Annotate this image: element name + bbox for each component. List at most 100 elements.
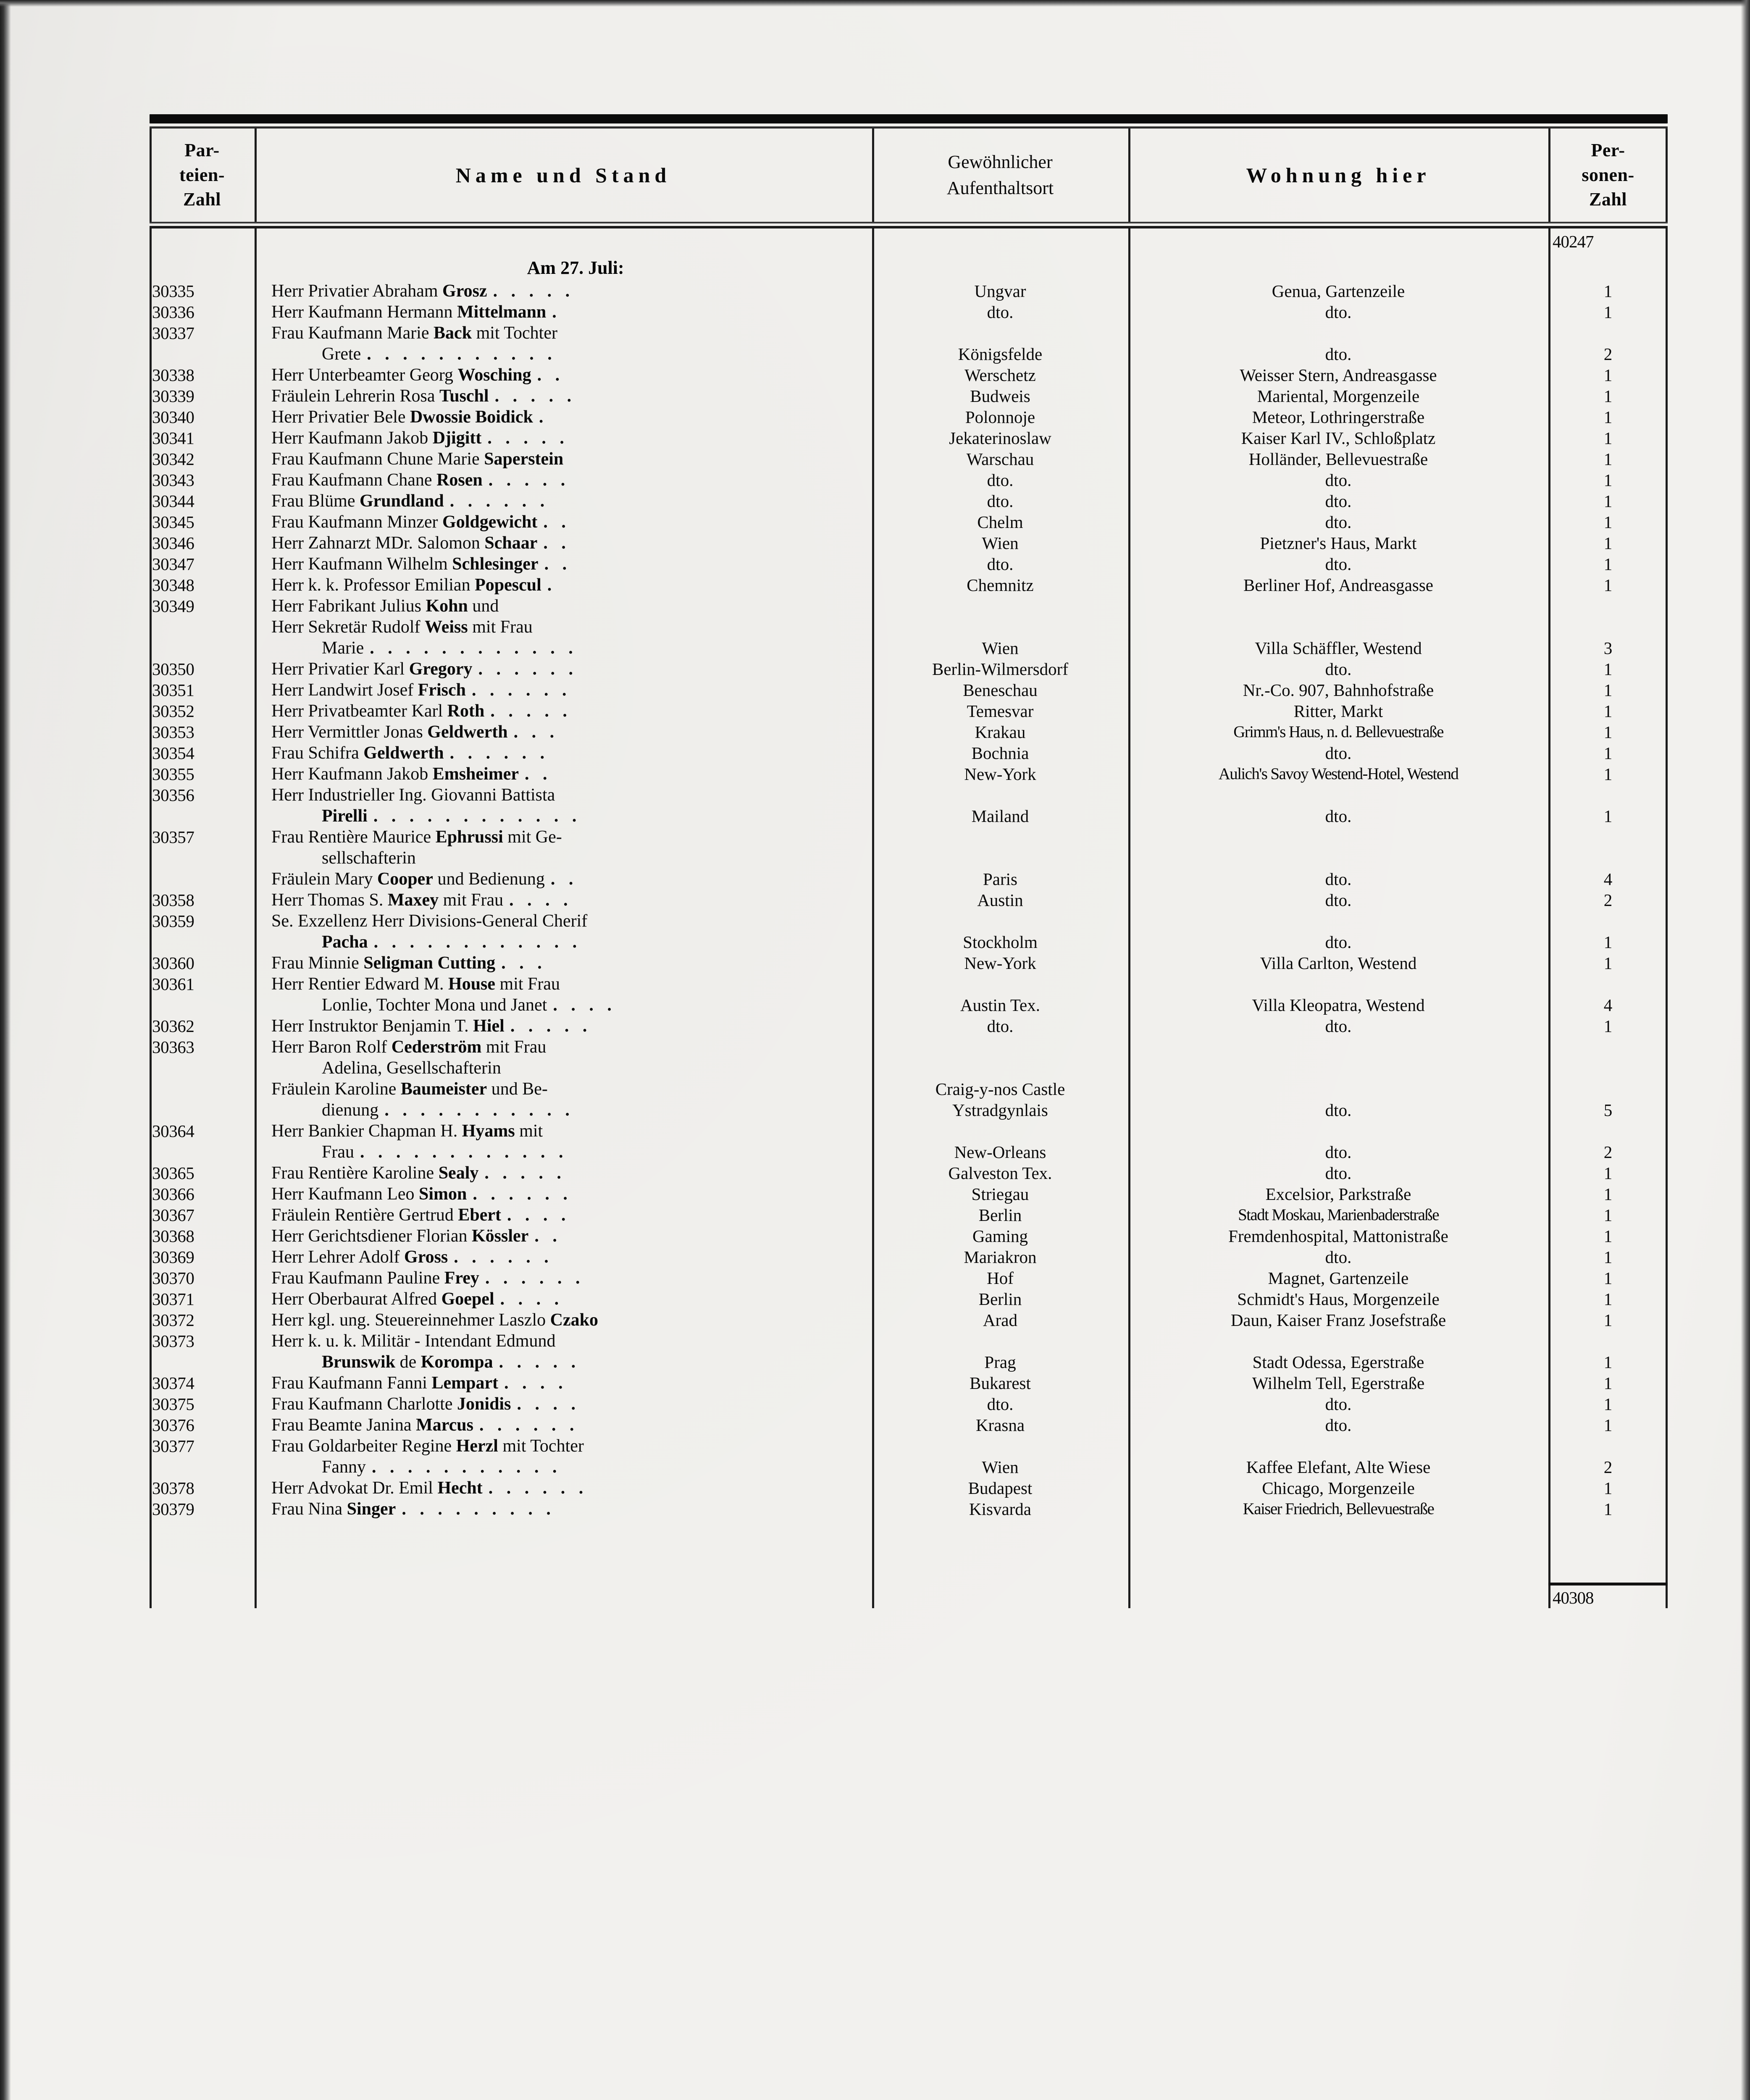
name-prefix: sellschafterin xyxy=(322,848,416,868)
cell-person-count: 1 xyxy=(1603,764,1613,784)
leader-dots: . . . . . . . . . . . . xyxy=(373,932,582,952)
cell-name-and-rank: Pacha. . . . . . . . . . . . xyxy=(255,932,872,953)
name-prefix: Herr Kaufmann Jakob xyxy=(271,428,433,448)
leader-dots: . . xyxy=(534,1226,562,1246)
leader-dots: . . . . . . . . . . . . xyxy=(373,806,581,826)
cell-party-number: 30345 xyxy=(152,512,194,532)
leader-dots: . . xyxy=(537,365,565,385)
name-suffix: mit xyxy=(515,1121,543,1141)
cell-usual-residence: New-York xyxy=(964,764,1036,784)
name-suffix: mit Frau xyxy=(495,974,560,994)
cell-party-number: 30354 xyxy=(152,743,194,763)
cell-person-count: 1 xyxy=(1603,1373,1613,1393)
surname: Goldgewicht xyxy=(442,512,538,532)
table-row: 30366 Herr Kaufmann Leo Simon . . . . . . S… xyxy=(150,1184,1668,1205)
table-row: sellschafterin xyxy=(150,848,1668,869)
cell-party-number: 30357 xyxy=(152,827,194,847)
name-suffix: mit Tochter xyxy=(498,1436,584,1456)
leader-dots: . xyxy=(539,407,548,427)
cell-usual-residence: Craig-y-nos Castle xyxy=(935,1079,1065,1099)
header-residence-line2: Aufenthaltsort xyxy=(946,178,1054,198)
cell-name-and-rank: Frau Rentière Maurice Ephrussi mit Ge- xyxy=(255,827,872,848)
date-heading: Am 27. Juli: xyxy=(527,257,624,278)
leader-dots: . . xyxy=(550,869,578,889)
leader-dots: . . . . . xyxy=(493,281,575,301)
name-prefix: Frau Goldarbeiter Regine xyxy=(271,1436,456,1456)
name-prefix: Adelina, Gesellschafterin xyxy=(322,1058,501,1078)
leader-dots: . . . . . . xyxy=(488,1478,588,1498)
cell-lodging-here: Berliner Hof, Andreasgasse xyxy=(1243,575,1433,595)
cell-name-and-rank: Herr Unterbeamter Georg Wosching . . xyxy=(255,365,872,386)
leader-dots: . . . . . . xyxy=(472,680,571,700)
cell-usual-residence: Polonnoje xyxy=(965,407,1035,427)
surname: Djigitt xyxy=(432,428,482,448)
cell-party-number: 30367 xyxy=(152,1205,194,1225)
name-prefix: Frau Rentière Karoline xyxy=(271,1163,439,1183)
cell-usual-residence: Paris xyxy=(983,869,1017,889)
cell-name-and-rank: Lonlie, Tochter Mona und Janet . . . . xyxy=(255,995,872,1016)
name-prefix: Herr Thomas S. xyxy=(271,890,388,910)
table-row: 30371 Herr Oberbaurat Alfred Goepel . . . … xyxy=(150,1289,1668,1310)
table-row: 30379 Frau Nina Singer . . . . . . . . . Ki… xyxy=(150,1499,1668,1520)
surname: Frisch xyxy=(418,680,466,700)
cell-name-and-rank: Herr Lehrer Adolf Gross . . . . . . xyxy=(255,1247,872,1268)
cell-party-number: 30377 xyxy=(152,1436,194,1456)
cell-person-count: 1 xyxy=(1603,1268,1613,1288)
table-row: 30352 Herr Privatbeamter Karl Roth. . . .… xyxy=(150,701,1668,722)
table-row: 30347 Herr Kaufmann Wilhelm Schlesinger. … xyxy=(150,554,1668,575)
table-row: 30358 Herr Thomas S. Maxey mit Frau. . . … xyxy=(150,890,1668,911)
table-row: 30372 Herr kgl. ung. Steuereinnehmer Lasz… xyxy=(150,1310,1668,1331)
cell-name-and-rank: Marie . . . . . . . . . . . . xyxy=(255,638,872,659)
cell-name-and-rank: Herr Thomas S. Maxey mit Frau. . . . xyxy=(255,890,872,911)
cell-name-and-rank: Adelina, Gesellschafterin xyxy=(255,1058,872,1079)
surname: Simon xyxy=(419,1184,467,1204)
cell-name-and-rank: Frau . . . . . . . . . . . . xyxy=(255,1142,872,1163)
cell-name-and-rank: Grete . . . . . . . . . . . xyxy=(255,344,872,365)
cell-person-count: 1 xyxy=(1603,806,1613,826)
cell-person-count: 1 xyxy=(1603,1205,1613,1225)
cell-person-count: 1 xyxy=(1603,1352,1613,1372)
name-prefix: Frau Minnie xyxy=(271,953,364,973)
header-usual-residence: Gewöhnlicher Aufenthaltsort xyxy=(872,129,1128,222)
cell-party-number: 30366 xyxy=(152,1184,194,1204)
cell-name-and-rank: Fräulein Mary Cooper und Bedienung. . xyxy=(255,869,872,890)
cell-person-count: 1 xyxy=(1603,281,1613,301)
cell-person-count: 1 xyxy=(1603,701,1613,721)
cell-person-count: 3 xyxy=(1603,638,1613,658)
cell-usual-residence: Berlin xyxy=(978,1205,1022,1225)
name-prefix: Grete xyxy=(322,344,361,364)
cell-usual-residence: Krakau xyxy=(975,722,1026,742)
cell-usual-residence: Wien xyxy=(982,1457,1019,1477)
name-prefix: Fräulein Lehrerin Rosa xyxy=(271,386,440,406)
surname: Frey xyxy=(444,1268,479,1288)
name-suffix: mit Ge- xyxy=(503,827,562,847)
cell-name-and-rank: Herr Baron Rolf Cederström mit Frau xyxy=(255,1037,872,1058)
name-prefix: Herr Industrieller Ing. Giovanni Battist… xyxy=(271,785,555,805)
leader-dots: . . xyxy=(544,554,572,574)
cell-lodging-here: Kaffee Elefant, Alte Wiese xyxy=(1246,1457,1431,1477)
name-prefix: Herr Zahnarzt MDr. Salomon xyxy=(271,533,485,553)
name-prefix: Herr Fabrikant Julius xyxy=(271,596,426,616)
surname: Czako xyxy=(550,1310,598,1330)
table-row: 30351 Herr Landwirt Josef Frisch . . . . .… xyxy=(150,680,1668,701)
cell-person-count: 4 xyxy=(1603,869,1613,889)
cell-lodging-here: Daun, Kaiser Franz Josefstraße xyxy=(1230,1310,1446,1330)
cell-lodging-here: dto. xyxy=(1325,869,1352,889)
cell-name-and-rank: Se. Exzellenz Herr Divisions-General Che… xyxy=(255,911,872,932)
cell-lodging-here: Weisser Stern, Andreasgasse xyxy=(1240,365,1437,385)
table-row: 30369 Herr Lehrer Adolf Gross . . . . . . M… xyxy=(150,1247,1668,1268)
cell-name-and-rank: Frau Goldarbeiter Regine Herzl mit Tocht… xyxy=(255,1436,872,1457)
cell-lodging-here: dto. xyxy=(1325,1394,1352,1414)
cell-lodging-here: Magnet, Gartenzeile xyxy=(1268,1268,1409,1288)
table-row: 30340 Herr Privatier Bele Dwossie Boidick… xyxy=(150,407,1668,428)
cell-person-count: 1 xyxy=(1603,1247,1613,1267)
cell-lodging-here: dto. xyxy=(1325,470,1352,490)
surname: Sealy xyxy=(438,1163,479,1183)
cell-usual-residence: Bochnia xyxy=(971,743,1029,763)
name-prefix: Herr Gerichtsdiener Florian xyxy=(271,1226,472,1246)
cell-name-and-rank: Herr Oberbaurat Alfred Goepel . . . . xyxy=(255,1289,872,1310)
cell-lodging-here: Villa Carlton, Westend xyxy=(1260,953,1417,973)
cell-usual-residence: Prag xyxy=(984,1352,1016,1372)
cell-lodging-here: Aulich's Savoy Westend-Hotel, Westend xyxy=(1218,765,1459,783)
